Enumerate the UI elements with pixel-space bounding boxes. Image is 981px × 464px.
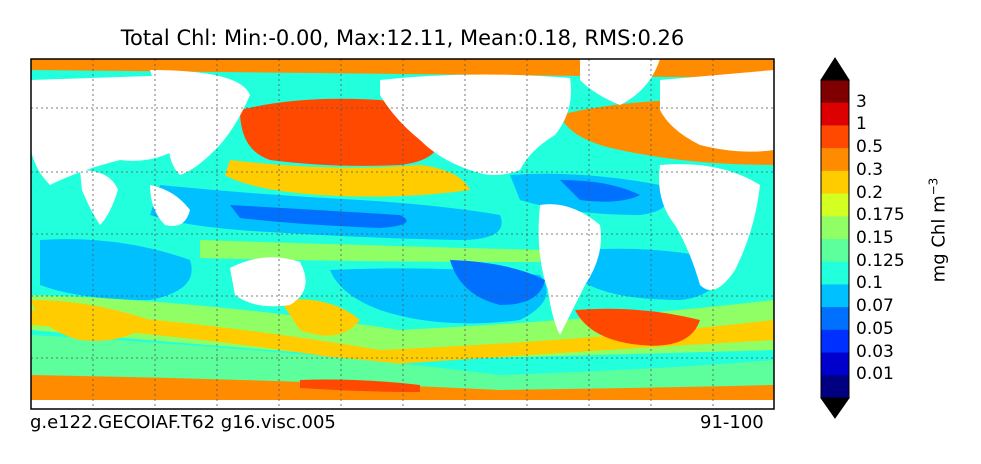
colorbar-swatch [821, 261, 849, 285]
colorbar-swatch [821, 352, 849, 376]
land-southeast-asia [150, 185, 190, 226]
case-name: g.e122.GECOIAF.T62 g16.visc.005 [30, 412, 336, 433]
antarctic-coastal-peaks [300, 379, 420, 392]
north-atlantic-gyre-core [560, 180, 640, 202]
units-exponent: −3 [926, 177, 941, 196]
colorbar [820, 57, 850, 419]
map-area [31, 59, 774, 409]
colorbar-under-arrow [820, 397, 850, 419]
colorbar-swatch [821, 284, 849, 308]
north-pacific-subpolar [240, 98, 441, 166]
colorbar-tick-label: 0.15 [856, 228, 894, 248]
south-indian-productive [31, 300, 150, 341]
colorbar-tick-label: 0.175 [856, 205, 905, 226]
north-pacific-gyre-core [230, 205, 407, 228]
land-east-asia [150, 70, 250, 175]
equatorial-band [200, 240, 540, 262]
map-title: Total Chl: Min:-0.00, Max:12.11, Mean:0.… [120, 26, 685, 50]
graticule [31, 59, 774, 409]
land-south-america [538, 204, 601, 335]
southern-ocean-band-2 [31, 310, 774, 365]
land-greenland [580, 59, 660, 105]
colorbar-units: mg Chl m−3 [927, 178, 950, 283]
colorbar-swatch [821, 193, 849, 217]
units-main: mg Chl m [928, 195, 950, 283]
land-europe [660, 70, 774, 152]
colorbar-tick-label: 0.125 [856, 250, 905, 271]
land-north-america [380, 74, 571, 175]
colorbar-tick-label: 0.1 [856, 273, 884, 294]
colorbar-tick-label: 3 [856, 91, 867, 112]
land-india [80, 170, 118, 225]
colorbar-tick-label: 1 [856, 114, 867, 135]
land-africa [659, 164, 760, 290]
colorbar-tick-label: 0.07 [856, 296, 894, 317]
colorbar-tick-label: 0.2 [856, 182, 884, 203]
colorbar-frame [820, 79, 850, 399]
colorbar-swatch [821, 375, 849, 399]
colorbar-over-arrow [820, 57, 850, 81]
north-pacific-outer [225, 160, 470, 197]
colorbar-swatch [821, 216, 849, 240]
year-range: 91-100 [700, 412, 764, 433]
indian-ocean-gyre [40, 239, 192, 300]
colorbar-swatch [821, 148, 849, 172]
colorbar-swatch [821, 125, 849, 149]
land-australia [230, 257, 306, 307]
south-pacific-gyre-core [450, 260, 545, 305]
colorbar-swatch [821, 102, 849, 126]
south-atlantic-gyre [580, 248, 721, 300]
colorbar-tick-label: 0.3 [856, 159, 884, 180]
colorbar-tick-label: 0.05 [856, 318, 894, 339]
colorbar-swatch [821, 329, 849, 354]
land-antarctica [31, 400, 774, 409]
patagonian-shelf [575, 308, 700, 346]
tasman-productive [280, 299, 360, 336]
colorbar-swatch [821, 170, 849, 195]
colorbar-tick-label: 0.5 [856, 137, 884, 158]
colorbar-swatch [821, 80, 849, 104]
colorbar-swatch [821, 239, 849, 263]
land-eurasia-west [31, 75, 194, 185]
colorbar-tick-label: 0.03 [856, 341, 894, 362]
colorbar-swatch [821, 307, 849, 331]
map-frame [30, 58, 775, 410]
colorbar-tick-label: 0.01 [856, 364, 894, 385]
